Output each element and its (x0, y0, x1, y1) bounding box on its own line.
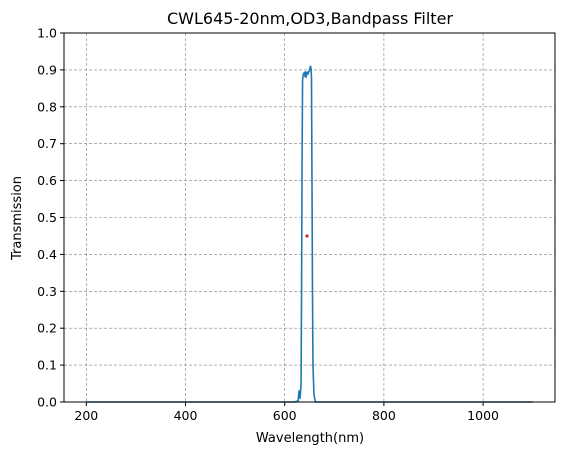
x-tick-label: 400 (174, 408, 198, 423)
y-tick-label: 0.1 (37, 358, 57, 373)
grid (64, 32, 555, 403)
y-tick-label: 0.3 (37, 284, 57, 299)
y-tick-label: 0.4 (37, 247, 57, 262)
y-tick-label: 1.0 (37, 26, 57, 41)
ticks: 200 400 600 800 1000 0.0 0.1 0.2 0.3 0.4 0.5 0.6 0.7… (37, 26, 499, 424)
y-tick-label: 0.7 (37, 136, 57, 151)
y-tick-label: 0.9 (37, 62, 57, 77)
y-axis-label: Transmission (10, 176, 25, 261)
y-tick-label: 0.5 (37, 210, 57, 225)
marker-point (305, 234, 309, 238)
x-tick-label: 200 (74, 408, 98, 423)
y-tick-label: 0.2 (37, 321, 57, 336)
x-tick-label: 1000 (467, 408, 499, 423)
series-line (86, 65, 533, 403)
y-tick-label: 0.0 (37, 395, 57, 410)
x-tick-label: 800 (372, 408, 396, 423)
x-axis-label: Wavelength(nm) (256, 431, 364, 446)
series-layer (86, 65, 533, 403)
chart-title: CWL645-20nm,OD3,Bandpass Filter (167, 9, 453, 28)
y-tick-label: 0.8 (37, 99, 57, 114)
y-tick-label: 0.6 (37, 173, 57, 188)
plot-frame (63, 32, 556, 403)
x-tick-label: 600 (273, 408, 297, 423)
